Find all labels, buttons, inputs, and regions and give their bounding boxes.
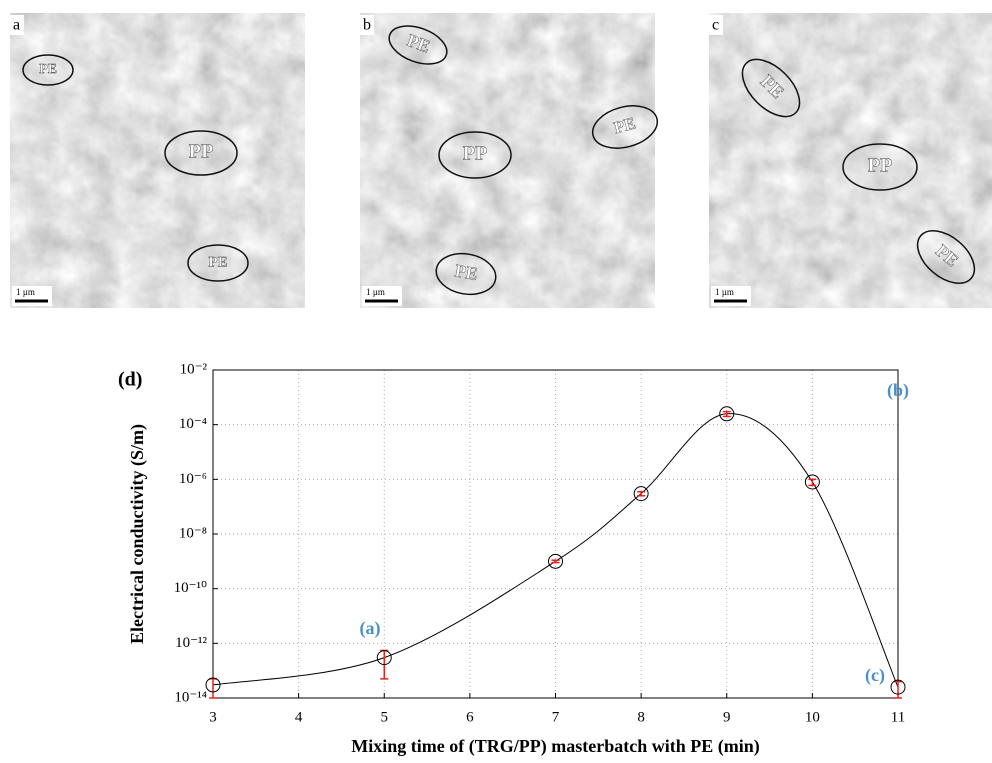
x-tick-label: 9 [723,709,731,725]
x-tick-label: 11 [891,709,905,725]
region-label: PE [208,254,227,270]
region-label: PP [463,143,487,165]
annotation: (c) [865,665,885,686]
y-tick-label: 10⁻² [180,361,208,377]
region-label: PE [453,260,479,284]
panel-label: c [712,17,719,34]
region-label: PP [189,141,213,163]
annotation: (b) [887,380,909,401]
x-tick-label: 6 [466,709,474,725]
y-tick-label: 10⁻⁸ [179,525,207,541]
scale-label: 1 µm [16,287,35,297]
micrograph [10,13,305,308]
panel-label: b [363,17,371,34]
y-tick-label: 10⁻¹⁰ [174,580,207,596]
figure: aPEPPPE1 µmbPEPPPEPE1 µmcPEPPPE1 µm34567… [0,0,992,763]
y-tick-label: 10⁻¹⁴ [174,689,207,705]
region-label: PP [868,155,892,177]
annotation: (a) [360,618,381,639]
x-tick-label: 8 [637,709,645,725]
panel-label: (d) [118,369,142,391]
y-axis-label: Electrical conductivity (S/m) [127,424,148,644]
panel-label: a [13,17,20,34]
x-tick-label: 7 [552,709,560,725]
y-tick-label: 10⁻⁶ [179,471,207,487]
x-axis-label: Mixing time of (TRG/PP) masterbatch with… [351,736,759,757]
scale-label: 1 µm [715,287,734,297]
x-tick-label: 3 [209,709,217,725]
y-tick-label: 10⁻⁴ [179,416,207,432]
region-label: PE [39,62,57,77]
scale-label: 1 µm [366,287,385,297]
x-tick-label: 4 [295,709,303,725]
y-tick-label: 10⁻¹² [175,635,207,651]
x-tick-label: 10 [805,709,820,725]
x-tick-label: 5 [381,709,389,725]
page: aPEPPPE1 µmbPEPPPEPE1 µmcPEPPPE1 µm34567… [0,0,992,763]
